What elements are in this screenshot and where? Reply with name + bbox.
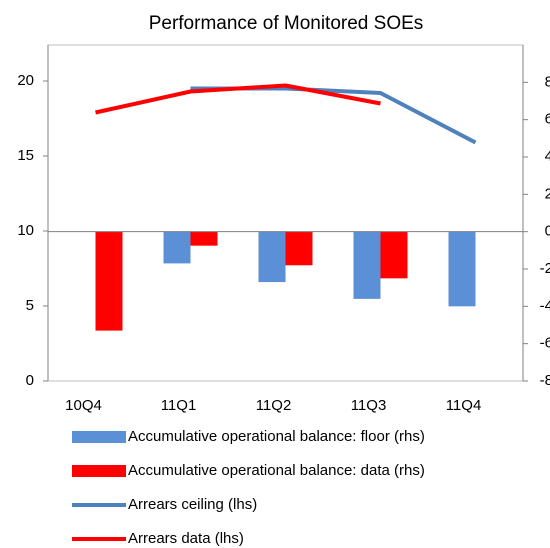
- x-tick-label: 11Q1: [161, 397, 197, 414]
- legend-label: Accumulative operational balance: floor …: [128, 428, 425, 445]
- bar: [380, 231, 408, 279]
- legend-swatch: [72, 431, 126, 443]
- x-tick-label: 11Q2: [256, 397, 292, 414]
- bar: [163, 231, 191, 264]
- bar: [95, 231, 123, 331]
- y2-tick-label: 2: [545, 185, 550, 202]
- line: [95, 83, 381, 115]
- x-tick-label: 11Q4: [446, 397, 482, 414]
- legend-label: Arrears ceiling (lhs): [128, 496, 257, 513]
- line: [190, 86, 477, 145]
- legend-swatch: [72, 465, 126, 477]
- legend-label: Accumulative operational balance: data (…: [128, 462, 425, 479]
- x-tick-label: 10Q4: [65, 397, 102, 414]
- bar: [190, 231, 218, 246]
- y2-tick-label: 0: [545, 223, 550, 240]
- y-tick-label: 5: [26, 297, 34, 314]
- bar: [258, 231, 286, 283]
- x-tick-label: 11Q3: [351, 397, 387, 414]
- y2-tick-label: -4: [540, 297, 550, 314]
- y2-tick-label: 8: [545, 73, 550, 90]
- y2-tick-label: -8: [540, 372, 550, 389]
- y2-tick-label: 6: [545, 111, 550, 128]
- bar: [285, 231, 313, 266]
- legend-label: Arrears data (lhs): [128, 530, 244, 547]
- bar: [448, 231, 476, 307]
- y-tick-label: 20: [17, 72, 34, 89]
- y2-tick-label: -2: [540, 260, 550, 277]
- y2-tick-label: -6: [540, 335, 550, 352]
- y-tick-label: 10: [17, 222, 34, 239]
- y2-tick-label: 4: [545, 148, 550, 165]
- y-tick-label: 0: [26, 372, 34, 389]
- bar: [353, 231, 381, 299]
- y-tick-label: 15: [17, 147, 34, 164]
- chart-title: Performance of Monitored SOEs: [149, 13, 424, 34]
